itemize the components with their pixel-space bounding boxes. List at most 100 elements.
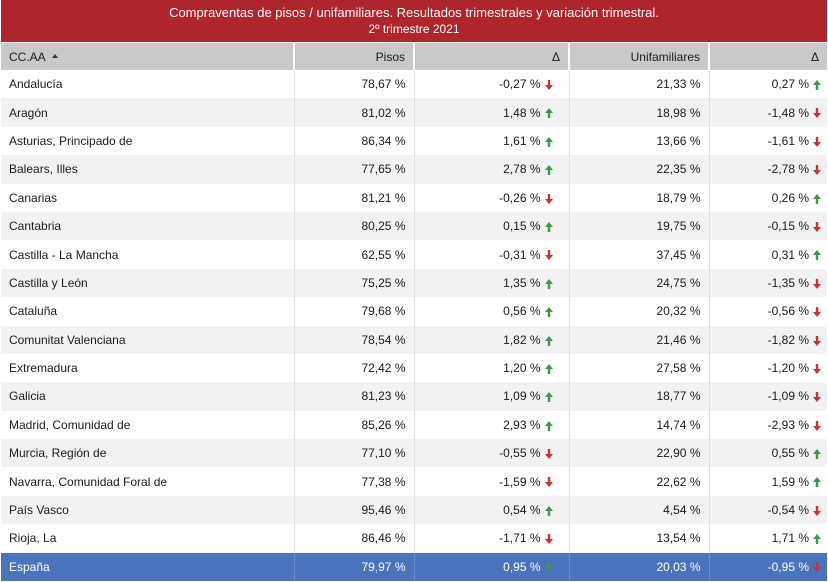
row-ccaa: Cataluña [1,297,295,326]
row-delta-unifamiliares: -0,54 % [709,495,827,525]
arrow-down-icon [813,335,821,346]
row-delta-pisos: 1,48 % [414,98,570,127]
arrow-down-icon [544,448,553,460]
row-delta-pisos: 1,82 % [414,325,570,354]
table-row: Balears, Illes 77,65 % 2,78 % 22,35 % -2,78 … [1,155,827,184]
row-delta-unifamiliares-value: -1,35 % [767,275,809,290]
row-delta-pisos-value: -0,27 % [499,77,541,92]
row-delta-pisos-value: -1,59 % [499,474,541,489]
column-header-delta-pisos[interactable]: Δ [414,43,570,70]
row-ccaa: Cantabria [1,211,295,241]
row-delta-pisos: 1,20 % [414,353,570,383]
row-delta-pisos: -0,55 % [414,439,570,468]
column-header-delta-unifamiliares[interactable]: Δ [709,43,827,70]
arrow-up-icon [544,306,553,318]
row-delta-unifamiliares-value: 0,26 % [771,190,809,205]
row-ccaa: Rioja, La [1,524,295,553]
table-row: País Vasco 95,46 % 0,54 % 4,54 % -0,54 % [1,495,827,525]
arrow-down-icon [813,136,821,147]
row-pisos: 62,55 % [294,240,415,269]
table-row: Murcia, Región de 77,10 % -0,55 % 22,90 % 0,… [1,439,827,468]
row-delta-unifamiliares-value: -0,56 % [767,304,809,319]
table-row: Asturias, Principado de 86,34 % 1,61 % 13,6… [1,126,827,156]
arrow-down-icon [813,306,821,318]
row-ccaa: Extremadura [1,353,295,383]
row-delta-unifamiliares: 0,31 % [709,240,827,269]
row-unifamiliares: 21,46 % [569,325,710,354]
arrow-down-icon [813,278,821,289]
row-delta-pisos: 0,54 % [414,495,570,525]
row-unifamiliares: 18,98 % [569,98,710,127]
row-delta-pisos: 2,93 % [414,410,570,440]
row-delta-unifamiliares: -1,61 % [709,126,827,156]
row-delta-unifamiliares: 0,55 % [709,439,827,468]
table-row: Castilla y León 75,25 % 1,35 % 24,75 % -1,35… [1,268,827,298]
sort-ascending-icon[interactable] [51,54,58,59]
row-delta-pisos-value: 0,15 % [503,219,541,234]
arrow-down-icon [813,164,821,176]
arrow-up-icon [544,391,553,403]
arrow-down-icon [813,107,821,119]
row-delta-unifamiliares: -1,48 % [709,98,827,127]
row-unifamiliares: 4,54 % [569,495,710,525]
row-delta-unifamiliares: -1,09 % [709,382,827,411]
row-delta-pisos-value: 1,20 % [503,361,541,376]
total-unifamiliares: 20,03 % [569,552,710,581]
column-header-ccaa[interactable]: CC.AA [1,43,295,70]
row-delta-pisos-value: -0,31 % [499,247,541,262]
row-ccaa: Madrid, Comunidad de [1,410,295,440]
arrow-up-icon [544,335,553,346]
row-delta-unifamiliares-value: -1,09 % [767,389,809,404]
total-pisos: 79,97 % [294,552,415,581]
arrow-up-icon [544,363,553,374]
row-delta-pisos-value: 1,82 % [503,332,541,347]
row-delta-pisos: -0,31 % [414,240,570,269]
column-header-unifamiliares[interactable]: Unifamiliares [569,43,710,70]
row-delta-unifamiliares: -1,35 % [709,268,827,298]
table-row: Comunitat Valenciana 78,54 % 1,82 % 21,46 %… [1,325,827,354]
row-unifamiliares: 18,77 % [569,382,710,411]
row-delta-pisos-value: 0,54 % [503,503,541,518]
row-unifamiliares: 13,54 % [569,524,710,553]
row-pisos: 78,54 % [294,325,415,354]
row-unifamiliares: 37,45 % [569,240,710,269]
row-ccaa: Castilla - La Mancha [1,240,295,269]
arrow-up-icon [813,476,821,488]
row-pisos: 86,34 % [294,126,415,156]
arrow-up-icon [544,505,553,516]
arrow-down-icon [544,193,553,204]
row-delta-pisos-value: 2,78 % [503,162,541,177]
row-unifamiliares: 19,75 % [569,211,710,241]
arrow-down-icon [813,391,821,403]
row-delta-pisos-value: 1,35 % [503,275,541,290]
column-header-ccaa-label: CC.AA [9,49,46,64]
row-delta-unifamiliares: 0,27 % [709,70,827,99]
arrow-down-icon [544,533,553,545]
row-delta-unifamiliares-value: 0,31 % [771,247,809,262]
table-row: Navarra, Comunidad Foral de 77,38 % -1,59 … [1,467,827,496]
row-ccaa: Aragón [1,98,295,127]
row-delta-unifamiliares-value: 0,55 % [771,446,809,461]
row-delta-pisos: -1,59 % [414,467,570,496]
column-header-pisos[interactable]: Pisos [294,43,415,70]
row-unifamiliares: 14,74 % [569,410,710,440]
row-delta-pisos-value: 0,56 % [503,304,541,319]
total-delta-pisos: 0,95 % [414,552,570,581]
row-pisos: 81,23 % [294,382,415,411]
row-delta-pisos-value: 1,48 % [503,105,541,120]
report-title-bar: Compraventas de pisos / unifamiliares. R… [1,0,827,42]
row-delta-unifamiliares: -1,20 % [709,353,827,383]
row-unifamiliares: 21,33 % [569,70,710,99]
arrow-up-icon [544,420,553,431]
arrow-up-icon [544,164,553,176]
row-delta-unifamiliares-value: 0,27 % [771,77,809,92]
table-row: Cantabria 80,25 % 0,15 % 19,75 % -0,15 % [1,211,827,241]
arrow-down-icon [544,79,553,91]
row-ccaa: Balears, Illes [1,155,295,184]
row-delta-pisos: -1,71 % [414,524,570,553]
row-delta-pisos: 0,15 % [414,211,570,241]
row-delta-unifamiliares-value: -1,61 % [767,133,809,148]
row-delta-unifamiliares: -1,82 % [709,325,827,354]
arrow-up-icon [813,533,821,545]
arrow-down-icon [813,561,821,573]
